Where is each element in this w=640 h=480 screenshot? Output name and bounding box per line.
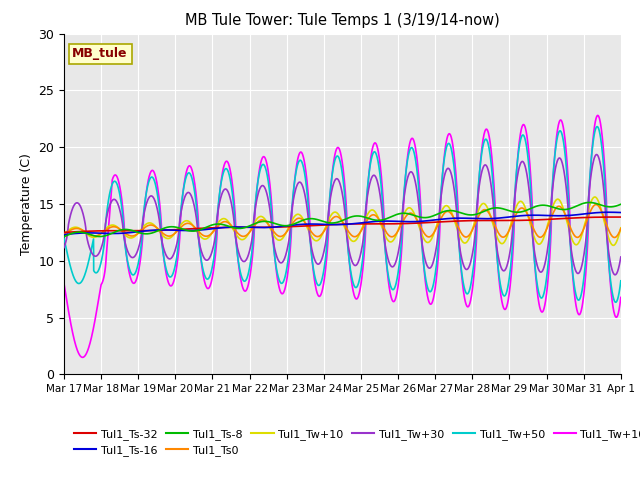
Tul1_Tw+10 — [591, 194, 598, 200]
Tul1_Tw+30 — [298, 181, 305, 187]
Tul1_Ts0 — [546, 218, 554, 224]
Line: Tul1_Tw+50: Tul1_Tw+50 — [64, 127, 621, 302]
Tul1_Ts-32 — [274, 224, 282, 230]
Tul1_Tw+10 — [617, 225, 625, 231]
Tul1_Tw+50 — [617, 278, 625, 284]
Tul1_Ts-32 — [617, 214, 625, 220]
Tul1_Tw+100 — [157, 213, 164, 218]
Tul1_Tw+30 — [124, 248, 131, 253]
Tul1_Ts-8 — [274, 221, 282, 227]
Tul1_Tw+50 — [157, 219, 164, 225]
Tul1_Ts-32 — [157, 228, 164, 233]
Tul1_Tw+30 — [593, 152, 600, 157]
Line: Tul1_Ts-16: Tul1_Ts-16 — [64, 212, 621, 235]
Tul1_Tw+30 — [274, 256, 282, 262]
Tul1_Tw+50 — [124, 258, 131, 264]
Tul1_Ts-16 — [617, 210, 625, 216]
Tul1_Ts-16 — [124, 230, 131, 236]
Tul1_Ts-16 — [60, 232, 68, 238]
Tul1_Tw+10 — [609, 242, 617, 248]
Tul1_Ts-16 — [274, 224, 282, 230]
Tul1_Ts0 — [611, 235, 618, 240]
Title: MB Tule Tower: Tule Temps 1 (3/19/14-now): MB Tule Tower: Tule Temps 1 (3/19/14-now… — [185, 13, 500, 28]
Line: Tul1_Ts-8: Tul1_Ts-8 — [64, 203, 621, 237]
Tul1_Ts-16 — [546, 213, 554, 218]
Tul1_Ts-8 — [617, 202, 625, 207]
Tul1_Ts0 — [60, 231, 68, 237]
Line: Tul1_Tw+30: Tul1_Tw+30 — [64, 155, 621, 275]
Tul1_Ts0 — [592, 202, 600, 207]
Tul1_Ts-8 — [157, 227, 164, 232]
Tul1_Tw+30 — [60, 245, 68, 251]
Tul1_Ts-8 — [546, 204, 554, 209]
Tul1_Tw+10 — [298, 214, 305, 220]
Tul1_Tw+50 — [60, 235, 68, 241]
Tul1_Tw+50 — [546, 238, 554, 244]
Line: Tul1_Ts0: Tul1_Ts0 — [64, 204, 621, 238]
Tul1_Ts0 — [606, 230, 614, 236]
Tul1_Tw+100 — [124, 261, 132, 267]
Text: MB_tule: MB_tule — [72, 48, 128, 60]
Tul1_Tw+50 — [612, 300, 620, 305]
Tul1_Ts-32 — [298, 223, 305, 229]
Tul1_Ts-32 — [60, 229, 68, 235]
Tul1_Tw+30 — [546, 224, 554, 230]
Tul1_Tw+50 — [606, 273, 614, 279]
Tul1_Ts-8 — [60, 234, 68, 240]
Tul1_Ts-16 — [605, 209, 612, 215]
Tul1_Tw+10 — [157, 230, 164, 236]
Tul1_Tw+100 — [546, 249, 554, 255]
Line: Tul1_Tw+10: Tul1_Tw+10 — [64, 197, 621, 245]
Tul1_Ts-32 — [611, 214, 619, 220]
Tul1_Ts-8 — [298, 218, 305, 224]
Tul1_Tw+30 — [157, 230, 164, 236]
Tul1_Ts0 — [298, 216, 305, 222]
Tul1_Ts-32 — [546, 216, 554, 222]
Tul1_Tw+100 — [617, 295, 625, 300]
Tul1_Ts-16 — [298, 221, 305, 227]
Tul1_Tw+50 — [298, 159, 305, 165]
Tul1_Tw+100 — [594, 112, 602, 118]
Tul1_Ts0 — [617, 226, 625, 231]
Tul1_Tw+30 — [611, 272, 619, 277]
Tul1_Tw+50 — [593, 124, 601, 130]
Tul1_Tw+10 — [546, 213, 554, 219]
Tul1_Ts-8 — [606, 204, 614, 210]
Tul1_Ts-8 — [124, 227, 131, 232]
Line: Tul1_Ts-32: Tul1_Ts-32 — [64, 217, 621, 232]
Legend: Tul1_Ts-32, Tul1_Ts-16, Tul1_Ts-8, Tul1_Ts0, Tul1_Tw+10, Tul1_Tw+30, Tul1_Tw+50,: Tul1_Ts-32, Tul1_Ts-16, Tul1_Ts-8, Tul1_… — [70, 424, 640, 460]
Y-axis label: Temperature (C): Temperature (C) — [20, 153, 33, 255]
Tul1_Ts-8 — [586, 200, 593, 205]
Tul1_Ts0 — [124, 232, 131, 238]
Tul1_Ts-32 — [124, 228, 131, 234]
Tul1_Ts-16 — [606, 209, 614, 215]
Tul1_Tw+100 — [79, 354, 86, 360]
Tul1_Tw+10 — [60, 231, 68, 237]
Tul1_Tw+30 — [606, 258, 614, 264]
Tul1_Ts0 — [157, 228, 164, 234]
Tul1_Tw+50 — [274, 271, 282, 277]
Tul1_Tw+100 — [606, 279, 614, 285]
Tul1_Ts-16 — [157, 227, 164, 233]
Tul1_Tw+30 — [617, 254, 625, 260]
Tul1_Tw+100 — [274, 277, 282, 283]
Tul1_Tw+10 — [274, 237, 282, 242]
Tul1_Tw+10 — [606, 239, 614, 244]
Tul1_Ts0 — [274, 233, 282, 239]
Tul1_Tw+100 — [298, 150, 306, 156]
Line: Tul1_Tw+100: Tul1_Tw+100 — [64, 115, 621, 357]
Tul1_Tw+10 — [124, 234, 131, 240]
Tul1_Tw+100 — [60, 281, 68, 287]
Tul1_Ts-32 — [606, 214, 614, 220]
